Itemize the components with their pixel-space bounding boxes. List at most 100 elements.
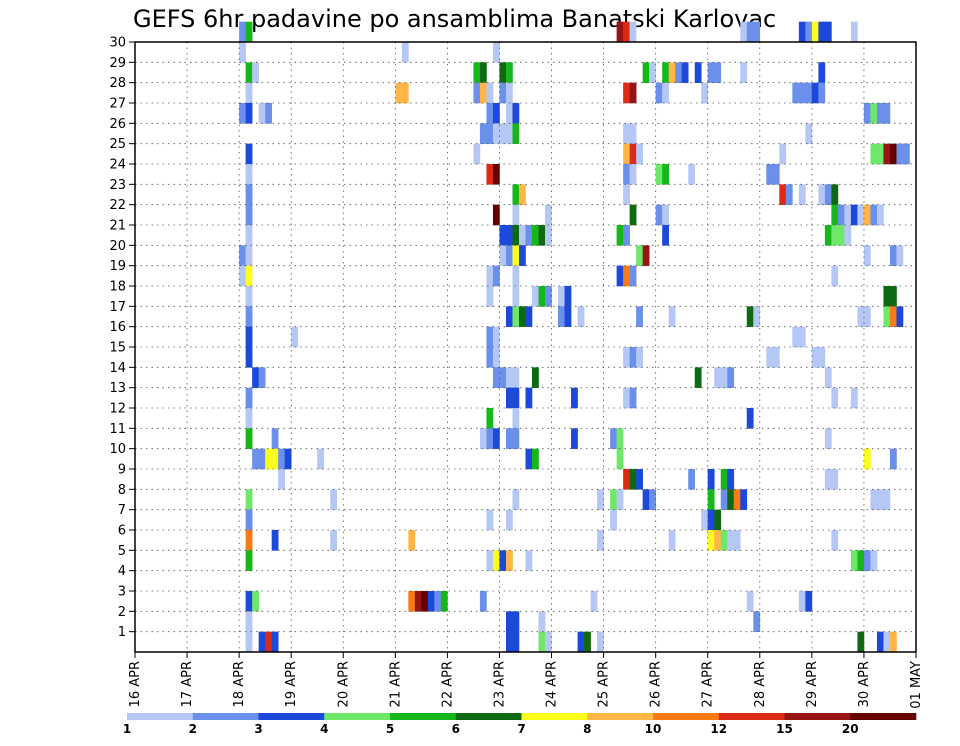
heatmap-cell: [512, 408, 520, 429]
heatmap-cell: [473, 82, 481, 104]
heatmap-cell: [512, 631, 520, 653]
heatmap-cell: [876, 103, 884, 124]
heatmap-cell: [401, 42, 409, 63]
heatmap-cell: [902, 143, 910, 165]
heatmap-cell: [629, 143, 637, 165]
heatmap-cell: [532, 448, 539, 470]
heatmap-cell: [252, 62, 259, 83]
heatmap-cell: [258, 367, 266, 388]
heatmap-cell: [636, 306, 643, 327]
heatmap-cell: [616, 225, 624, 246]
colorbar-swatch: [521, 713, 588, 720]
heatmap-cell: [245, 164, 253, 185]
heatmap-cell: [629, 123, 637, 144]
heatmap-cell: [616, 265, 624, 287]
heatmap-cell: [486, 509, 494, 531]
heatmap-cell: [766, 347, 774, 368]
heatmap-cell: [798, 21, 806, 43]
heatmap-cell: [258, 448, 266, 470]
heatmap-cell: [479, 123, 487, 144]
x-tick-label: 26 APR: [649, 661, 664, 707]
heatmap-cell: [818, 62, 826, 83]
heatmap-cell: [499, 82, 507, 104]
heatmap-cell: [571, 387, 578, 409]
heatmap-cell: [532, 225, 539, 246]
heatmap-cell: [662, 204, 669, 226]
heatmap-cell: [245, 326, 253, 348]
heatmap-cell: [857, 306, 865, 327]
heatmap-cell: [525, 550, 533, 571]
y-tick-label: 4: [118, 564, 126, 579]
heatmap-cell: [805, 591, 813, 612]
heatmap-cell: [512, 387, 520, 409]
x-tick-label: 25 APR: [597, 661, 612, 707]
y-tick-label: 29: [109, 56, 126, 71]
colorbar-swatch: [390, 713, 457, 720]
heatmap-cell: [245, 387, 253, 409]
heatmap-cell: [837, 225, 845, 246]
heatmap-cell: [492, 550, 500, 571]
heatmap-cell: [824, 367, 832, 388]
heatmap-cell: [714, 367, 722, 388]
heatmap-cell: [545, 225, 552, 246]
heatmap-cell: [766, 164, 774, 185]
heatmap-cell: [512, 245, 520, 266]
y-tick-label: 3: [118, 585, 126, 600]
heatmap-cell: [662, 82, 669, 104]
heatmap-cell: [427, 591, 435, 612]
heatmap-cell: [505, 509, 513, 531]
heatmap-cell: [564, 286, 572, 307]
heatmap-cell: [733, 530, 741, 551]
heatmap-cell: [245, 265, 253, 287]
heatmap-cell: [505, 387, 513, 409]
y-tick-label: 30: [109, 36, 126, 51]
heatmap-cell: [479, 82, 487, 104]
heatmap-cell: [492, 367, 500, 388]
heatmap-cell: [597, 631, 604, 653]
heatmap-cell: [720, 489, 728, 510]
heatmap-cell: [623, 184, 630, 205]
heatmap-cell: [798, 326, 806, 348]
heatmap-cell: [473, 143, 481, 165]
heatmap-cell: [870, 204, 878, 226]
heatmap-cell: [668, 62, 676, 83]
heatmap-cell: [740, 489, 748, 510]
x-tick-label: 23 APR: [492, 661, 507, 707]
heatmap-cell: [701, 82, 709, 104]
heatmap-cell: [532, 367, 539, 388]
heatmap-cell: [245, 428, 253, 449]
heatmap-cell: [538, 225, 546, 246]
heatmap-cell: [694, 62, 702, 83]
heatmap-cell: [811, 82, 819, 104]
heatmap-cell: [889, 631, 897, 653]
heatmap-cell: [245, 591, 253, 612]
heatmap-cell: [629, 469, 637, 490]
x-tick-label: 17 APR: [180, 661, 195, 707]
heatmap-cell: [610, 489, 617, 510]
heatmap-cell: [258, 631, 266, 653]
heatmap-cell: [863, 245, 871, 266]
heatmap-cell: [401, 82, 409, 104]
colorbar-swatch: [258, 713, 325, 720]
heatmap-cell: [831, 265, 839, 287]
heatmap-cell: [492, 123, 500, 144]
heatmap-cell: [492, 428, 500, 449]
heatmap-cell: [883, 631, 891, 653]
heatmap-cell: [805, 82, 813, 104]
heatmap-cell: [649, 62, 656, 83]
heatmap-cell: [505, 225, 513, 246]
x-tick-label: 01 MAY: [909, 661, 924, 709]
x-tick-label: 21 APR: [388, 661, 403, 707]
heatmap-cell: [623, 387, 630, 409]
colorbar-label: 3: [254, 722, 262, 736]
heatmap-cell: [330, 530, 338, 551]
heatmap-cell: [863, 204, 871, 226]
heatmap-cell: [245, 347, 253, 368]
y-tick-label: 14: [109, 361, 126, 376]
heatmap-cell: [505, 611, 513, 632]
heatmap-cell: [798, 184, 806, 205]
heatmap-cell: [883, 143, 891, 165]
colorbar-label: 7: [517, 722, 525, 736]
x-axis: 16 APR 17 APR 18 APR 19 APR 20 APR 21 APR 22 A…: [128, 652, 924, 709]
